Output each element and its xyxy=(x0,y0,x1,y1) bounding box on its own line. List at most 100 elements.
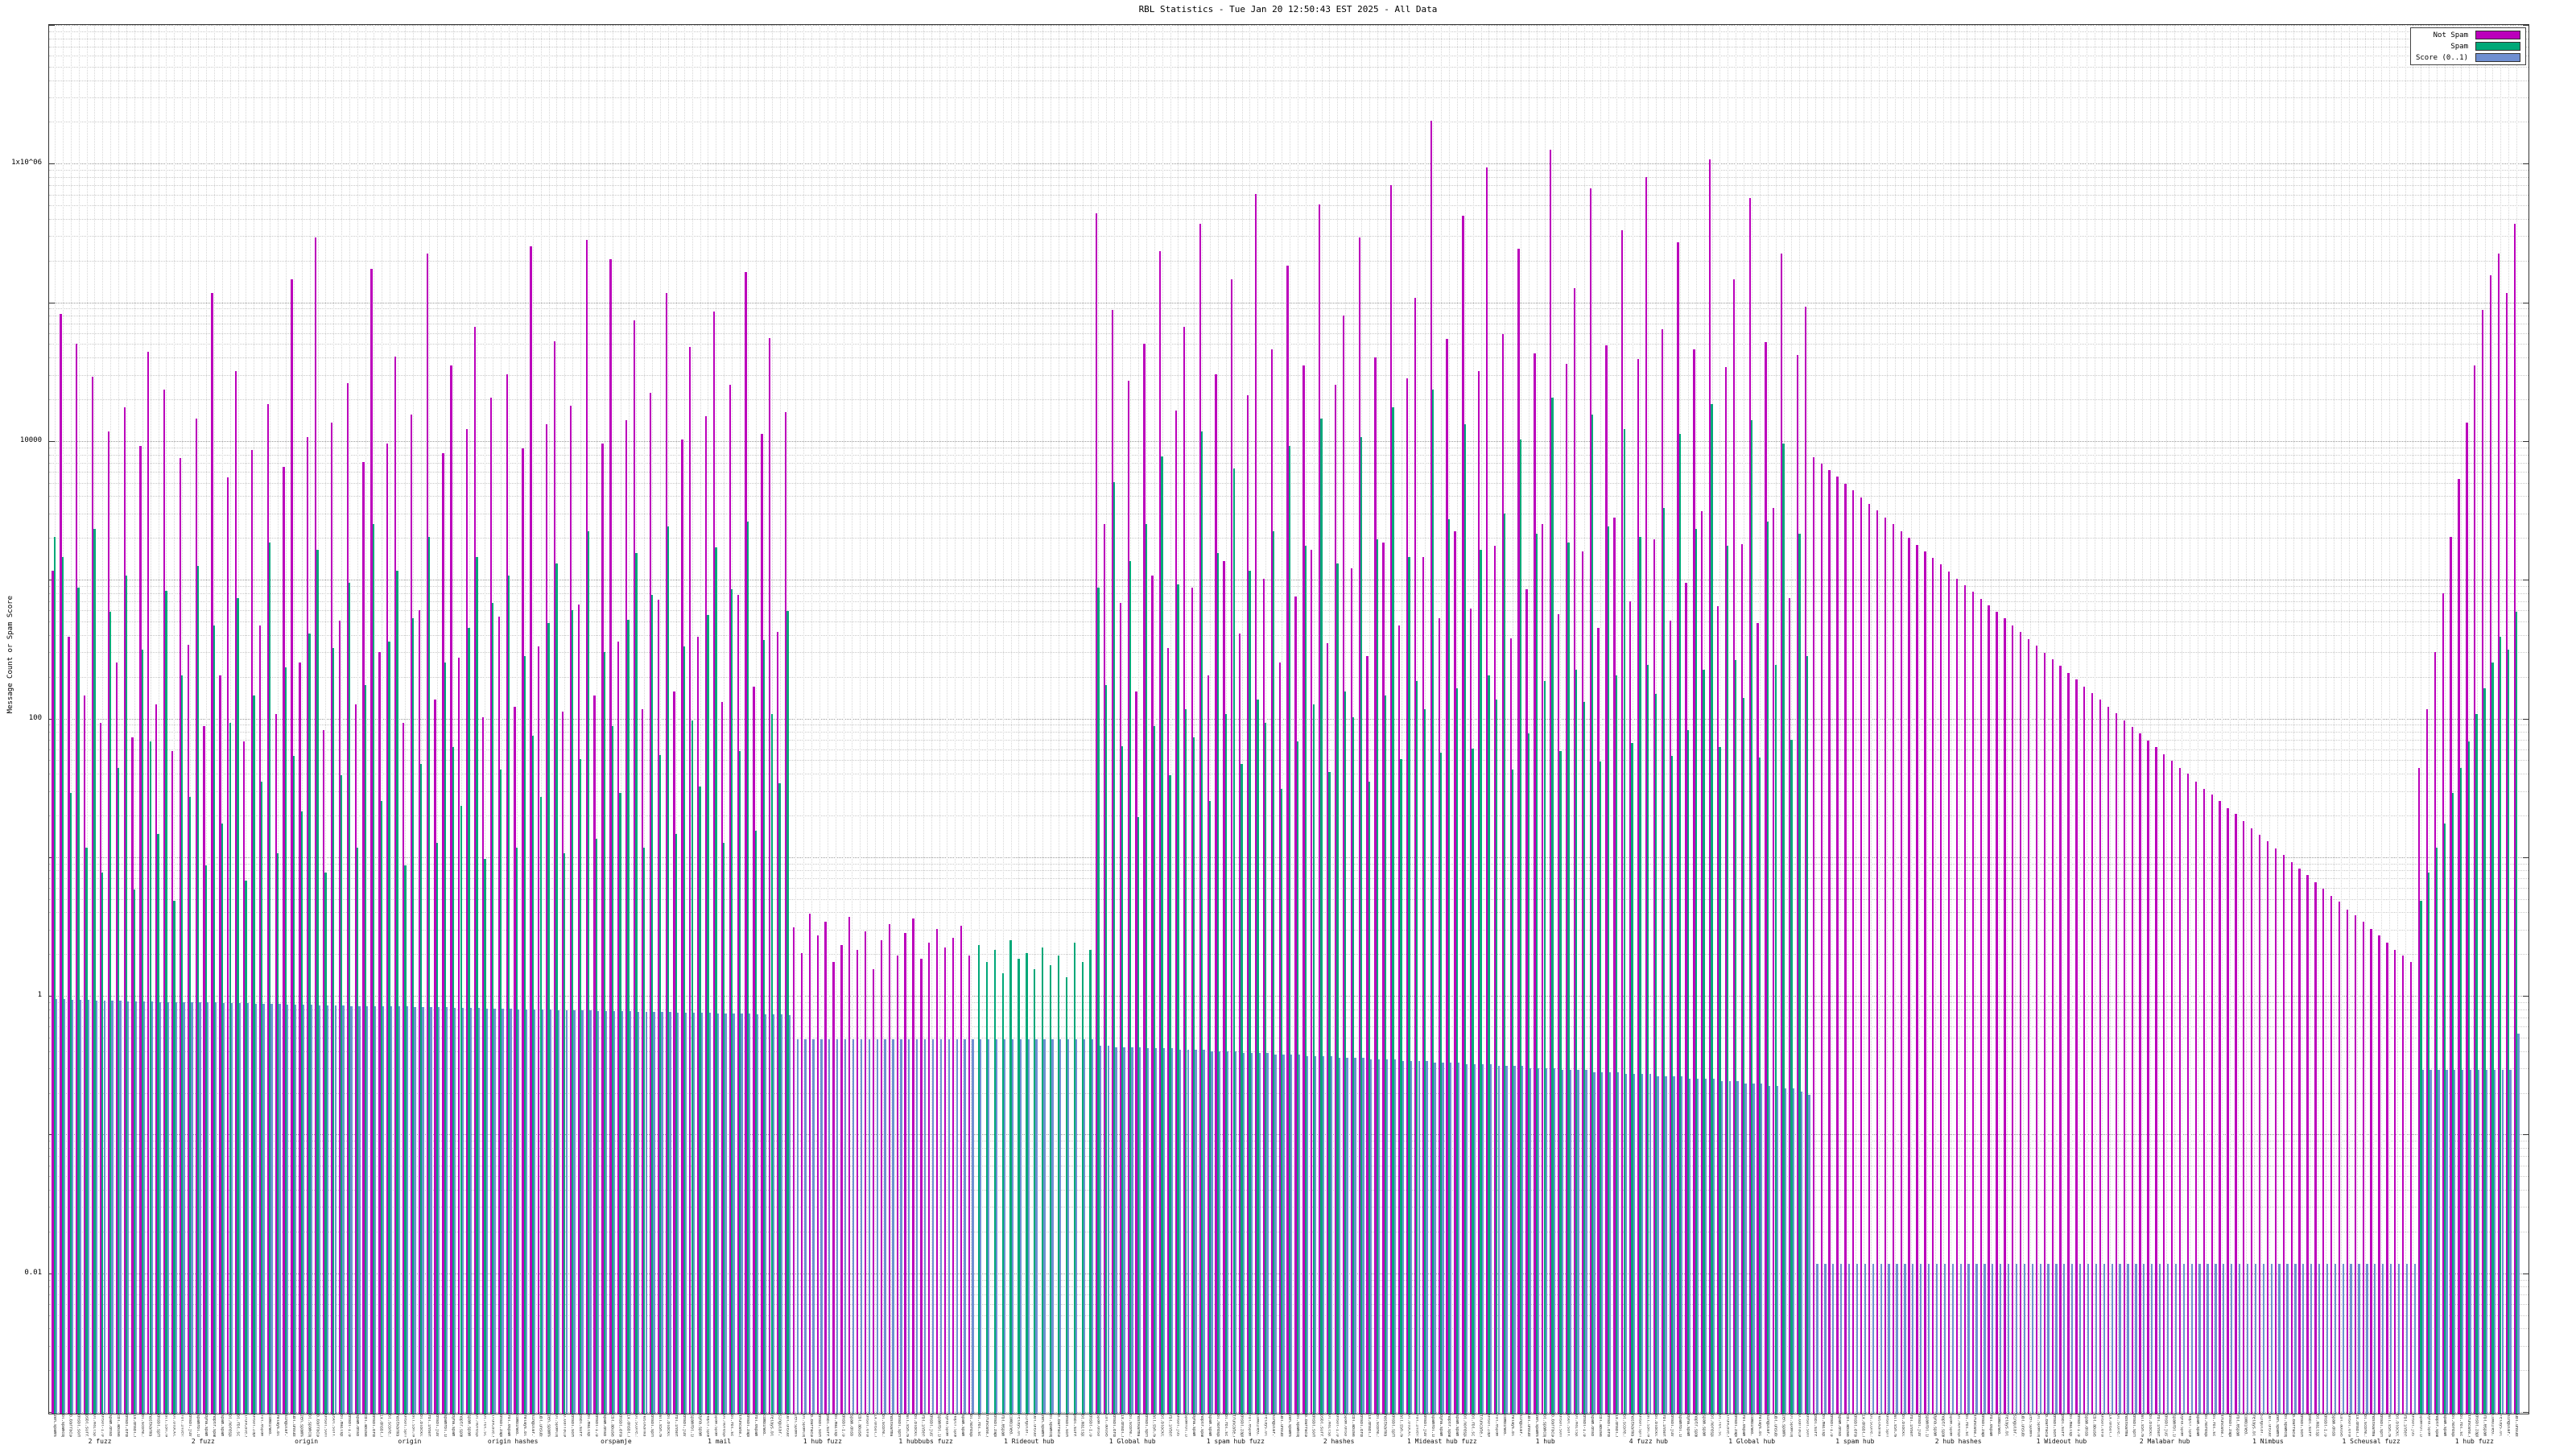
bar-spam xyxy=(1416,681,1418,1414)
x-tick-label: bl.mailspike.net xyxy=(586,1414,591,1437)
gridline-vertical xyxy=(2388,25,2390,1414)
bar-score xyxy=(1935,1264,1938,1414)
bar-score xyxy=(2286,1264,2289,1414)
bar-spam xyxy=(1782,444,1785,1414)
x-group-label: 1 spam hub fuzz xyxy=(1206,1438,1265,1445)
bar-not-spam xyxy=(2194,781,2198,1414)
x-tick-label: bl.nordspam.com xyxy=(1462,1414,1467,1437)
bar-score xyxy=(780,1013,783,1414)
x-tick-label: dnsbl.spfbl.net xyxy=(402,1414,407,1437)
bar-score xyxy=(453,1008,456,1414)
bar-score xyxy=(1370,1059,1373,1414)
bar-not-spam xyxy=(673,691,675,1414)
x-tick-label: relays.bl.gweep.ca xyxy=(1016,1414,1021,1437)
x-tick-label: rbl.interserver.net xyxy=(674,1414,678,1437)
gridline-vertical xyxy=(1018,25,1020,1414)
bar-score xyxy=(2015,1264,2018,1414)
bar-not-spam xyxy=(1135,691,1137,1414)
bar-spam xyxy=(1216,553,1220,1414)
bar-spam xyxy=(1559,750,1562,1414)
bar-spam xyxy=(658,754,662,1414)
y-tick-label: 10000 xyxy=(19,436,42,444)
gridline-vertical xyxy=(1137,25,1139,1414)
x-tick-label: spamrbl.imp.ch xyxy=(1183,1414,1188,1437)
x-tick-label: dnsbl.spfbl.net xyxy=(650,1414,654,1437)
gridline-vertical xyxy=(2110,25,2112,1414)
bar-not-spam xyxy=(2306,875,2309,1414)
bar-not-spam xyxy=(1645,177,1648,1414)
bar-score xyxy=(661,1011,663,1414)
gridline-vertical xyxy=(325,25,327,1414)
x-tick-label: bl.rbl.scrolloutf1.com xyxy=(236,1414,240,1437)
bar-not-spam xyxy=(530,246,532,1414)
x-tick-label: hostkarma.junkemailfilter.com xyxy=(395,1414,399,1437)
x-group-label: 1 mail xyxy=(708,1438,732,1445)
y-tick-label: 1 xyxy=(37,991,42,1000)
bar-spam xyxy=(1408,556,1410,1414)
x-tick-label: dnsbl-1.uceprotect.net xyxy=(1829,1414,1833,1437)
bar-score xyxy=(1920,1264,1922,1414)
bar-spam xyxy=(1766,521,1769,1414)
bar-not-spam xyxy=(769,337,771,1414)
bar-score xyxy=(2421,1070,2424,1414)
x-tick-label: ix.dnsbl.manitu.net xyxy=(873,1414,877,1437)
x-tick-label: spamrbl.imp.ch xyxy=(1677,1414,1682,1437)
bar-score xyxy=(1888,1264,1890,1414)
bar-not-spam xyxy=(1996,612,1998,1414)
bar-score xyxy=(1681,1076,1683,1414)
x-tick-label: noptr.spamrats.com xyxy=(952,1414,957,1437)
bar-spam xyxy=(213,625,216,1414)
bar-score xyxy=(127,1001,130,1414)
x-tick-label: zen.spamhaus.org xyxy=(1286,1414,1291,1437)
bar-not-spam xyxy=(1589,188,1591,1414)
bar-not-spam xyxy=(115,663,118,1414)
x-tick-label: dnsbl-1.uceprotect.net xyxy=(1088,1414,1092,1437)
bar-score xyxy=(1338,1057,1340,1414)
x-tick-label: relays.bl.gweep.ca xyxy=(769,1414,774,1437)
gridline-vertical xyxy=(540,25,542,1414)
x-tick-label: cbl.abuseat.org xyxy=(2339,1414,2343,1437)
bar-spam xyxy=(181,675,184,1414)
bar-score xyxy=(1003,1038,1006,1414)
x-tick-label: spamrbl.imp.ch xyxy=(1430,1414,1435,1437)
x-tick-label: dnsbl.justspam.org xyxy=(1422,1414,1427,1437)
bar-not-spam xyxy=(2067,672,2070,1414)
bar-score xyxy=(1784,1088,1787,1414)
x-tick-label: combined.rbl.msrbl.net xyxy=(1996,1414,2000,1437)
gridline-vertical xyxy=(2206,25,2207,1414)
x-tick-label: bl.blocklist.de xyxy=(1901,1414,1905,1437)
bar-spam xyxy=(587,530,590,1414)
x-tick-label: rbl.interserver.net xyxy=(1662,1414,1666,1437)
gridline-horizontal-minor xyxy=(49,218,2529,220)
gridline-vertical xyxy=(644,25,646,1414)
y-tick-label: 100 xyxy=(28,713,42,722)
axis-tick xyxy=(2523,718,2529,720)
bar-spam xyxy=(2491,663,2494,1414)
bar-score xyxy=(2438,1070,2440,1414)
x-tick-label: bl.score.senderscore.com xyxy=(387,1414,391,1437)
bar-spam xyxy=(515,848,518,1414)
bar-score xyxy=(2413,1264,2416,1414)
x-tick-label: relays.bl.gweep.ca xyxy=(275,1414,280,1437)
x-tick-label: b.barracudacentral.org xyxy=(68,1414,72,1437)
bar-not-spam xyxy=(2474,365,2476,1414)
x-tick-label: rbl.interserver.net xyxy=(1168,1414,1172,1437)
bar-score xyxy=(1481,1064,1484,1414)
bar-spam xyxy=(1670,756,1674,1414)
gridline-vertical xyxy=(1042,25,1044,1414)
bar-not-spam xyxy=(1724,367,1728,1414)
x-tick-label: singular.ttk.pte.hu xyxy=(778,1414,782,1437)
gridline-vertical xyxy=(883,25,885,1414)
axis-tick xyxy=(49,25,55,26)
bar-score xyxy=(931,1038,935,1414)
bar-spam xyxy=(2436,848,2438,1414)
legend-item-score: Score (0..1) xyxy=(2416,53,2520,62)
x-tick-label: all.s5h.net xyxy=(163,1414,168,1437)
gridline-vertical xyxy=(2372,25,2374,1414)
bar-spam xyxy=(1288,445,1291,1414)
bar-spam xyxy=(2483,687,2486,1414)
bar-score xyxy=(493,1009,496,1414)
x-tick-label: spam.spamrats.com xyxy=(1454,1414,1459,1437)
bar-score xyxy=(1393,1059,1397,1414)
bar-not-spam xyxy=(489,398,493,1414)
